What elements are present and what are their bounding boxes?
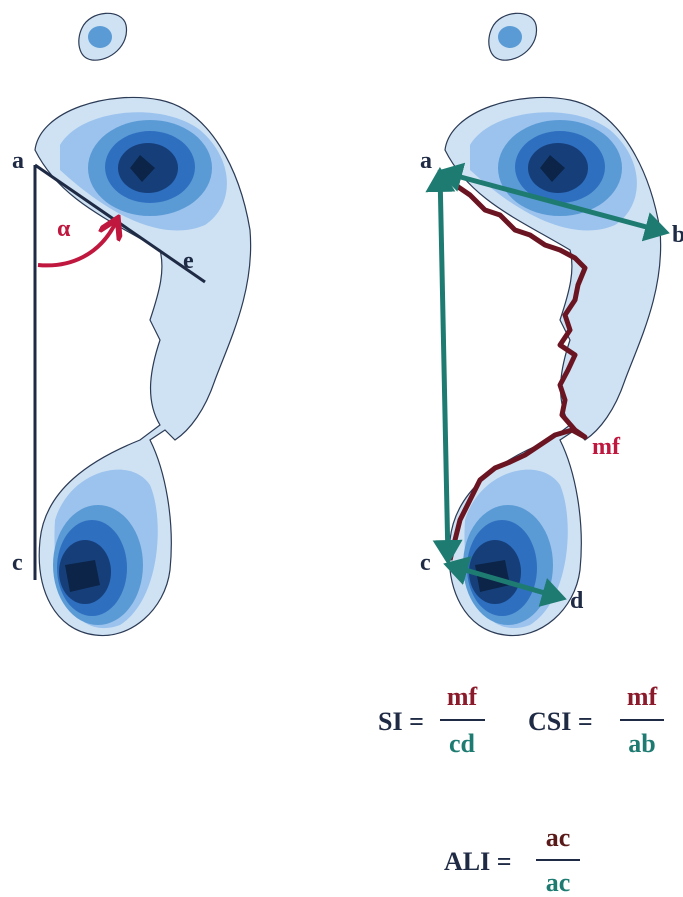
formula-lhs: SI = — [378, 707, 424, 736]
point-label: a — [420, 148, 432, 174]
formulas: SI = mf cd CSI = mf ab ALI = ac ac — [378, 682, 664, 897]
footprint-diagram: a c e α a b c d mf SI = mf cd CSI = mf a… — [0, 0, 683, 897]
mf-label: mf — [592, 434, 621, 460]
footprint — [35, 13, 251, 635]
point-label: e — [183, 248, 194, 274]
angle-arc — [38, 222, 116, 265]
numerator: mf — [627, 682, 658, 711]
denominator: ab — [628, 729, 655, 758]
numerator: ac — [546, 823, 571, 852]
angle-label: α — [57, 216, 71, 242]
arrow-ac — [440, 172, 448, 560]
formula-lhs: ALI = — [444, 847, 512, 876]
denominator: cd — [449, 729, 476, 758]
denominator: ac — [546, 868, 571, 897]
formula-lhs: CSI = — [528, 707, 593, 736]
footprint — [445, 13, 661, 635]
point-label: c — [12, 550, 23, 576]
point-label: a — [12, 148, 24, 174]
left-foot: a c e α — [12, 13, 251, 635]
point-label: c — [420, 550, 431, 576]
numerator: mf — [447, 682, 478, 711]
point-label: b — [672, 222, 683, 248]
right-foot: a b c d mf — [420, 13, 683, 635]
point-label: d — [570, 588, 584, 614]
